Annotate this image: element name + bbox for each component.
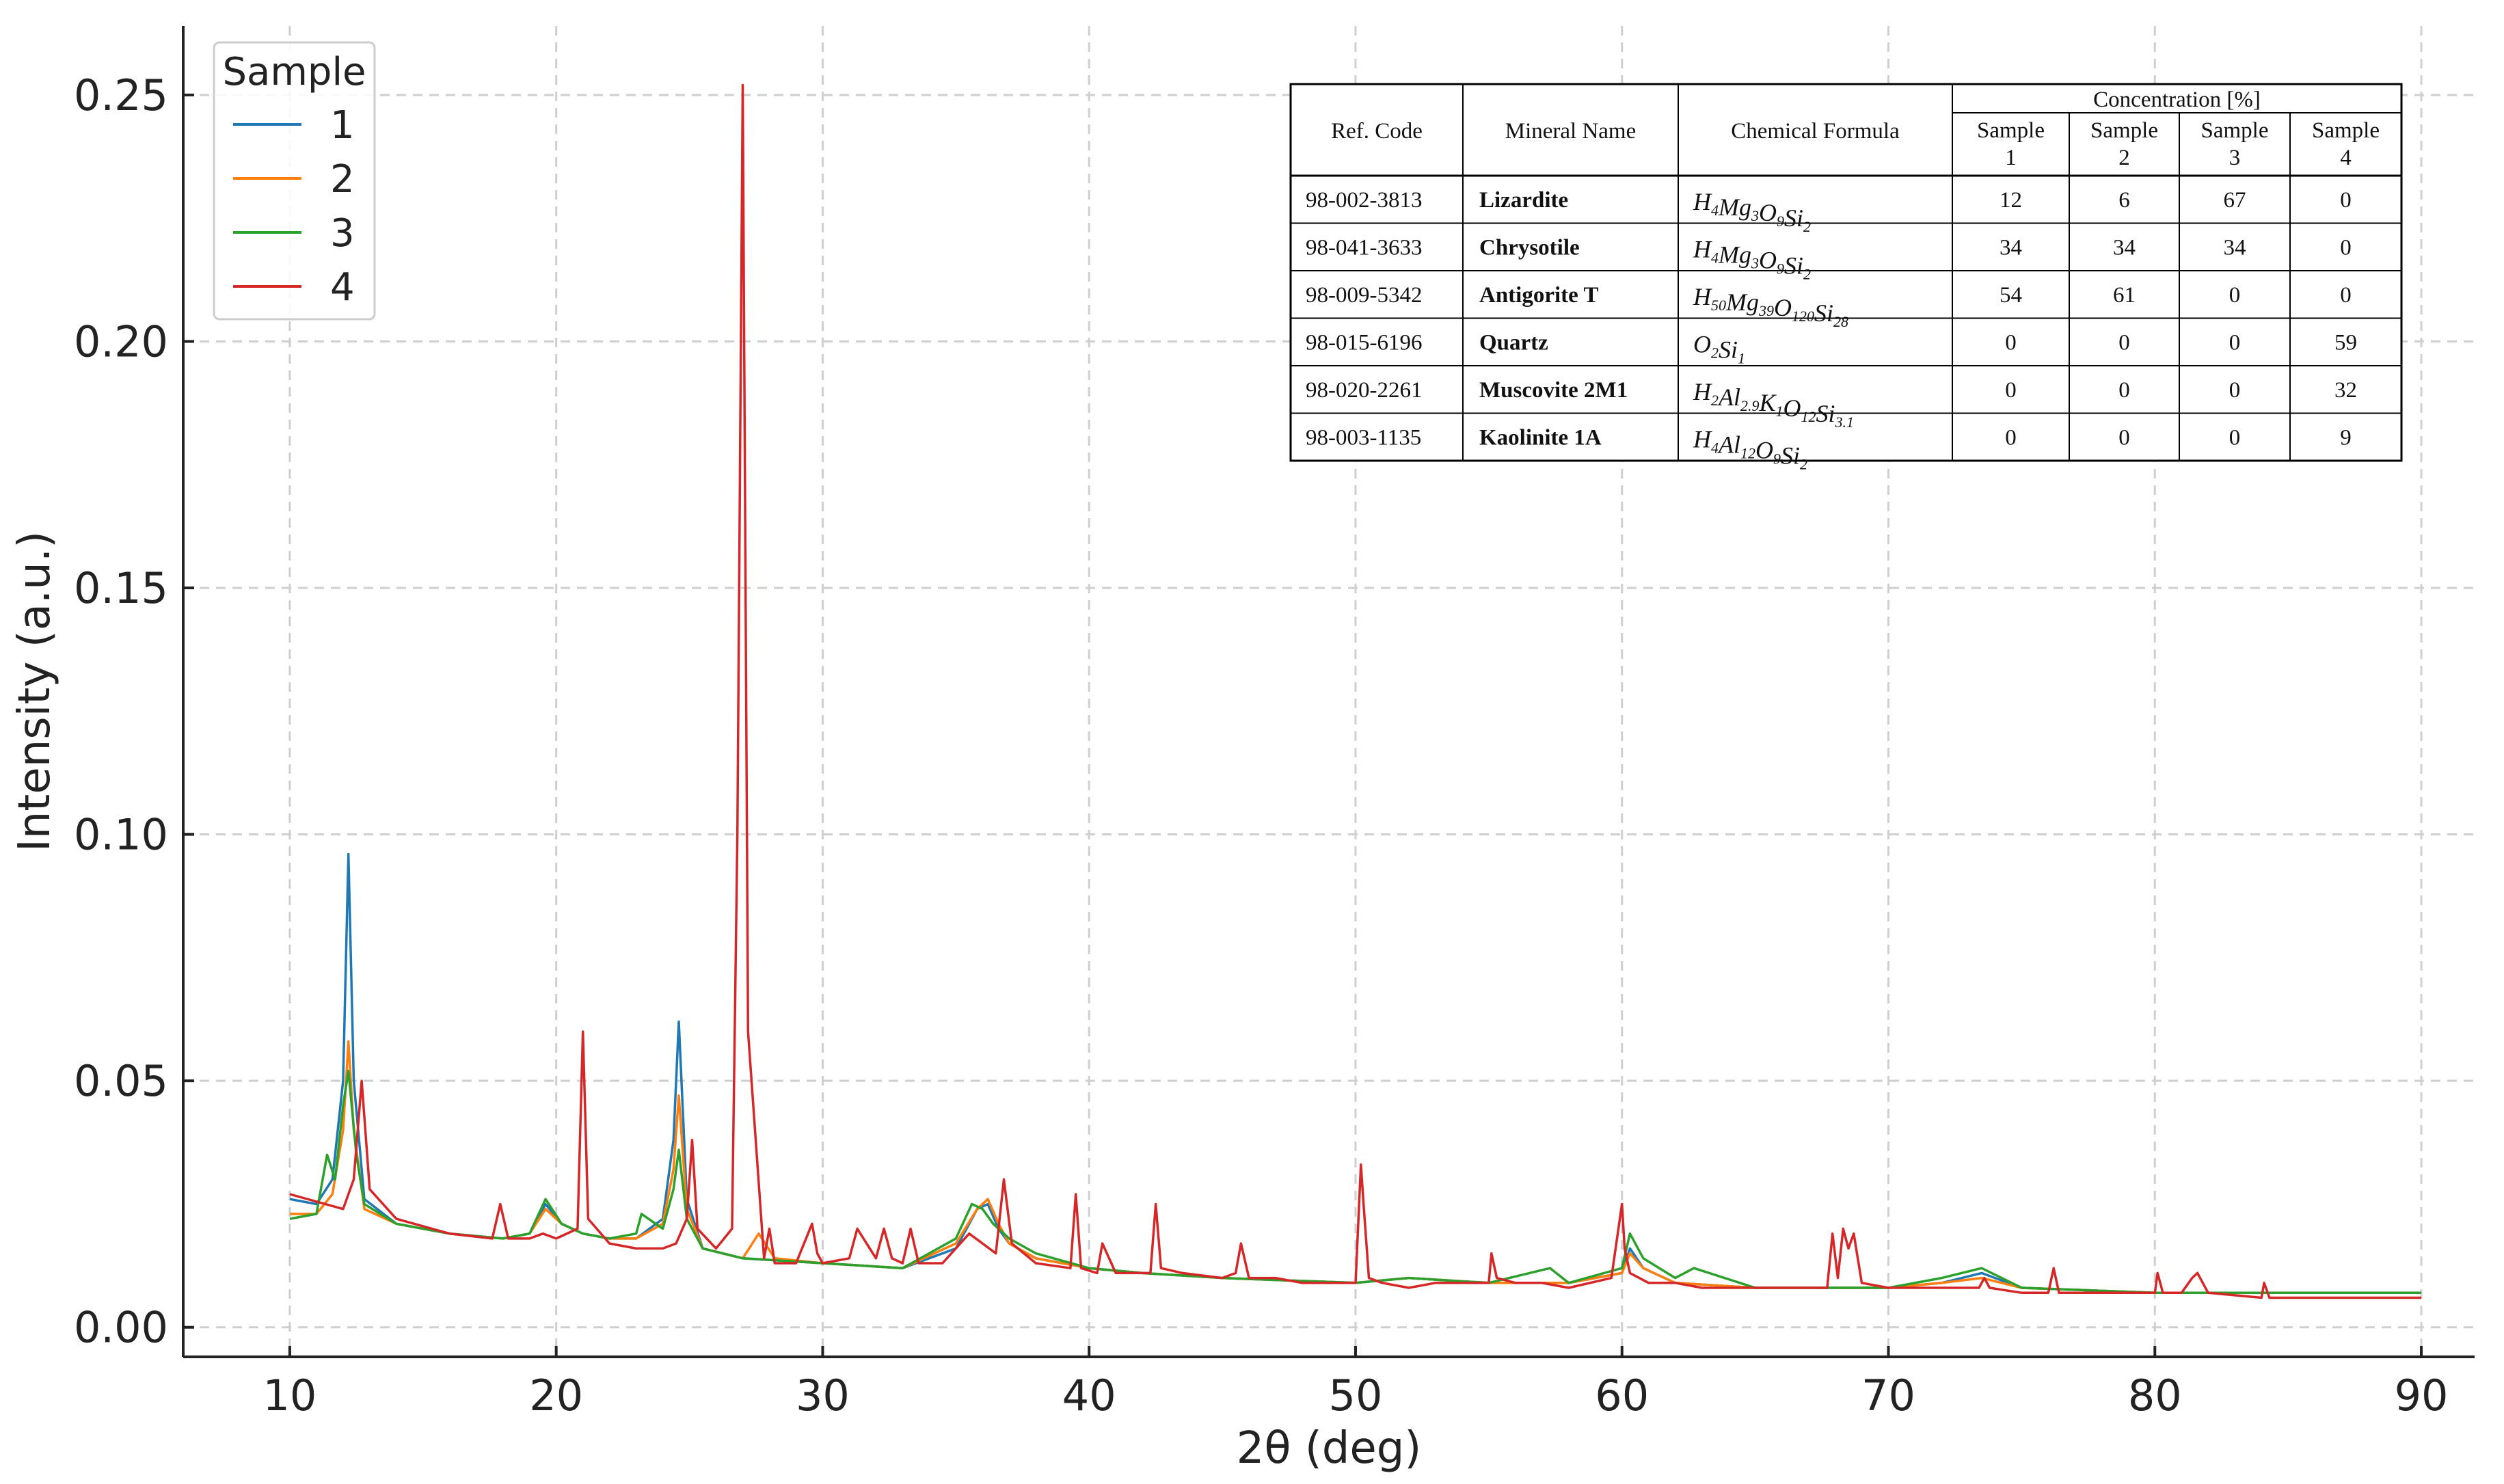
x-axis-label: 2θ (deg) — [1237, 1423, 1422, 1474]
header-sample-4-line1: Sample — [2312, 118, 2380, 143]
x-tick-label: 40 — [1062, 1371, 1116, 1420]
cell-mineral-name: Muscovite 2M1 — [1479, 378, 1628, 403]
cell-chemical-formula: H4Mg3O9Si2 — [1693, 235, 1811, 282]
series-group — [289, 83, 2421, 1299]
cell-concentration-sample-1: 54 — [2000, 283, 2022, 308]
cell-ref-code: 98-009-5342 — [1306, 283, 1422, 308]
cell-concentration-sample-3: 0 — [2229, 378, 2241, 403]
concentration-table: Ref. Code Mineral Name Chemical Formula Con… — [1289, 83, 2403, 472]
header-sample-2-line2: 2 — [2118, 146, 2130, 170]
cell-chemical-formula: H4Al12O9Si2 — [1693, 425, 1807, 472]
y-tick-label: 0.25 — [74, 70, 168, 120]
x-tick-label: 20 — [529, 1371, 583, 1420]
cell-chemical-formula: H4Mg3O9Si2 — [1693, 188, 1811, 235]
x-tick-label: 80 — [2128, 1371, 2182, 1420]
y-tick-label: 0.10 — [74, 810, 168, 860]
x-tick-label: 60 — [1595, 1371, 1649, 1420]
legend-label-3: 3 — [330, 211, 355, 256]
cell-concentration-sample-1: 0 — [2005, 378, 2017, 403]
legend-title: Sample — [223, 50, 366, 94]
cell-ref-code: 98-002-3813 — [1306, 188, 1422, 213]
cell-mineral-name: Antigorite T — [1479, 283, 1598, 308]
cell-concentration-sample-1: 0 — [2005, 330, 2017, 355]
cell-concentration-sample-3: 67 — [2224, 188, 2246, 213]
x-tick-label: 50 — [1329, 1371, 1383, 1420]
header-mineral-name: Mineral Name — [1505, 119, 1637, 144]
cell-concentration-sample-3: 0 — [2229, 330, 2241, 355]
header-sample-4-line2: 4 — [2340, 146, 2352, 170]
legend-label-1: 1 — [330, 103, 355, 148]
cell-concentration-sample-4: 0 — [2340, 188, 2352, 213]
cell-concentration-sample-4: 0 — [2340, 235, 2352, 260]
header-sample-2-line1: Sample — [2090, 118, 2158, 143]
x-tick-label: 70 — [1861, 1371, 1915, 1420]
cell-concentration-sample-4: 9 — [2340, 425, 2352, 450]
cell-concentration-sample-2: 0 — [2118, 330, 2130, 355]
header-sample-3-line2: 3 — [2229, 146, 2241, 170]
header-ref-code: Ref. Code — [1331, 119, 1423, 144]
cell-ref-code: 98-020-2261 — [1306, 378, 1422, 403]
series-line-4 — [289, 83, 2421, 1299]
header-sample-1-line2: 1 — [2005, 146, 2017, 170]
y-tick-label: 0.00 — [74, 1303, 168, 1353]
cell-concentration-sample-4: 32 — [2334, 378, 2357, 403]
cell-mineral-name: Quartz — [1479, 330, 1548, 355]
cell-chemical-formula: H50Mg39O120Si28 — [1693, 283, 1848, 330]
legend: Sample 1 2 3 4 — [213, 41, 376, 321]
cell-concentration-sample-2: 34 — [2113, 235, 2136, 260]
cell-mineral-name: Kaolinite 1A — [1479, 425, 1602, 450]
header-chemical-formula: Chemical Formula — [1731, 119, 1900, 144]
cell-mineral-name: Lizardite — [1479, 188, 1568, 213]
cell-mineral-name: Chrysotile — [1479, 235, 1580, 260]
cell-chemical-formula: O2Si1 — [1693, 330, 1745, 366]
cell-concentration-sample-1: 34 — [2000, 235, 2022, 260]
header-sample-1-line1: Sample — [1977, 118, 2045, 143]
y-tick-label: 0.15 — [74, 563, 168, 613]
cell-ref-code: 98-041-3633 — [1306, 235, 1422, 260]
cell-concentration-sample-2: 0 — [2118, 425, 2130, 450]
cell-concentration-sample-2: 61 — [2113, 283, 2136, 308]
cell-concentration-sample-4: 59 — [2334, 330, 2357, 355]
header-sample-3-line1: Sample — [2201, 118, 2269, 143]
x-tick-label: 30 — [796, 1371, 850, 1420]
cell-concentration-sample-1: 0 — [2005, 425, 2017, 450]
cell-concentration-sample-4: 0 — [2340, 283, 2352, 308]
cell-ref-code: 98-015-6196 — [1306, 330, 1422, 355]
cell-concentration-sample-2: 6 — [2118, 188, 2130, 213]
cell-concentration-sample-1: 12 — [2000, 188, 2022, 213]
x-tick-label: 10 — [262, 1371, 317, 1420]
table-frame — [1289, 83, 2403, 462]
cell-concentration-sample-2: 0 — [2118, 378, 2130, 403]
y-tick-label: 0.20 — [74, 317, 168, 367]
header-concentration: Concentration [%] — [2093, 87, 2261, 112]
y-tick-label: 0.05 — [74, 1056, 168, 1106]
legend-label-2: 2 — [330, 157, 355, 202]
legend-label-4: 4 — [330, 265, 355, 310]
cell-ref-code: 98-003-1135 — [1306, 425, 1421, 450]
cell-concentration-sample-3: 0 — [2229, 425, 2241, 450]
axes: 10 20 30 40 50 60 70 80 900.000.050.100.150.200.… — [74, 26, 2475, 1420]
y-axis-label: Intensity (a.u.) — [10, 531, 60, 852]
cell-concentration-sample-3: 34 — [2224, 235, 2246, 260]
x-tick-label: 90 — [2395, 1371, 2449, 1420]
cell-chemical-formula: H2Al2.9K1O12Si3.1 — [1693, 378, 1854, 431]
legend-box — [213, 41, 376, 321]
cell-concentration-sample-3: 0 — [2229, 283, 2241, 308]
